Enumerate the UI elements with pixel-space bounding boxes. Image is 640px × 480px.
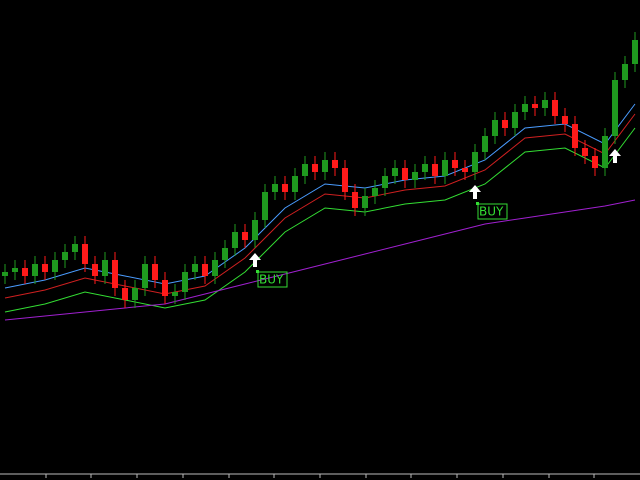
candle-body: [592, 156, 598, 168]
candle-body: [162, 280, 168, 296]
buy-arrow: [469, 185, 481, 199]
candle-body: [402, 168, 408, 180]
candle-body: [622, 64, 628, 80]
candle-body: [522, 104, 528, 112]
candle-body: [462, 168, 468, 172]
candle-body: [32, 264, 38, 276]
buy-label: BUY: [479, 205, 504, 219]
candle-body: [282, 184, 288, 192]
candle-body: [12, 268, 18, 272]
candle-body: [372, 188, 378, 196]
candle-body: [112, 260, 118, 288]
candle-body: [222, 248, 228, 260]
candle-body: [262, 192, 268, 220]
candle-body: [452, 160, 458, 168]
candle-body: [362, 196, 368, 208]
candle-body: [492, 120, 498, 136]
candle-body: [562, 116, 568, 124]
candle-body: [2, 272, 8, 276]
candle-body: [212, 260, 218, 276]
candle-body: [472, 152, 478, 172]
candle-body: [292, 176, 298, 192]
candle-body: [532, 104, 538, 108]
buy-label-box: [257, 271, 288, 288]
candle-body: [312, 164, 318, 172]
buy-label-box: [477, 203, 508, 220]
candle-body: [512, 112, 518, 128]
candle-body: [92, 264, 98, 276]
candle-body: [232, 232, 238, 248]
candle-body: [342, 168, 348, 192]
time-axis-ticks: [45, 474, 595, 478]
candle-body: [72, 244, 78, 252]
candle-body: [632, 40, 638, 64]
candle-body: [482, 136, 488, 152]
candle-body: [332, 160, 338, 168]
candle-body: [202, 264, 208, 276]
buy-arrow: [609, 149, 621, 163]
candle-body: [412, 172, 418, 180]
candle-body: [432, 164, 438, 176]
moving-average: [4, 113, 636, 299]
candle-body: [152, 264, 158, 280]
candle-body: [22, 268, 28, 276]
candle-body: [422, 164, 428, 172]
candle-body: [602, 136, 608, 168]
candle-body: [172, 292, 178, 296]
candle-body: [382, 176, 388, 188]
candle-body: [42, 264, 48, 272]
candle-body: [272, 184, 278, 192]
candle-body: [132, 288, 138, 300]
candle-body: [352, 192, 358, 208]
candle-body: [442, 160, 448, 176]
candle-body: [552, 100, 558, 116]
candle-body: [502, 120, 508, 128]
candle-body: [242, 232, 248, 240]
candle-body: [252, 220, 258, 240]
moving-average: [4, 103, 636, 289]
candle-body: [62, 252, 68, 260]
candle-body: [52, 260, 58, 272]
candle-body: [612, 80, 618, 136]
candle-body: [142, 264, 148, 288]
candle-body: [582, 148, 588, 156]
candle-body: [82, 244, 88, 264]
candle-body: [572, 124, 578, 148]
candle-body: [392, 168, 398, 176]
buy-arrow: [249, 253, 261, 267]
candle-body: [122, 288, 128, 300]
candle-body: [302, 164, 308, 176]
candle-body: [182, 272, 188, 292]
candle-body: [102, 260, 108, 276]
moving-average: [4, 199, 636, 321]
moving-average: [4, 127, 636, 313]
candle-body: [542, 100, 548, 108]
candle-body: [192, 264, 198, 272]
candle-body: [322, 160, 328, 172]
buy-label: BUY: [259, 273, 284, 287]
